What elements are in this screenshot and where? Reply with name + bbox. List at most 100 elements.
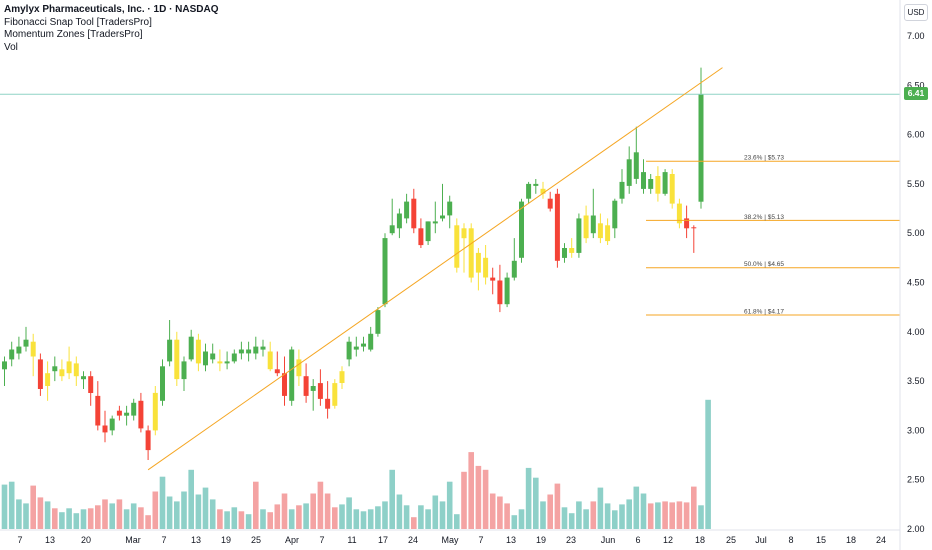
volume-bar — [454, 514, 460, 529]
x-tick-label: 13 — [45, 535, 55, 545]
candle — [181, 356, 187, 391]
candle — [109, 415, 115, 436]
candle — [203, 343, 208, 372]
volume-bar — [547, 494, 553, 529]
volume-bar — [310, 493, 316, 529]
candle — [511, 238, 517, 281]
volume-bars — [1, 399, 711, 529]
fib-level-label: 23.6% | $5.73 — [744, 155, 784, 162]
volume-bar — [145, 515, 151, 529]
fib-level-label: 61.8% | $4.17 — [744, 309, 784, 316]
volume-bar — [253, 481, 259, 529]
volume-bar — [260, 509, 266, 529]
candle — [461, 223, 467, 273]
indicator-fib-snap[interactable]: Fibonacci Snap Tool [TradersPro] — [4, 16, 152, 28]
candle — [497, 264, 503, 313]
candle — [619, 169, 625, 204]
volume-bar — [360, 511, 367, 529]
x-tick-label: 15 — [816, 535, 826, 545]
volume-bar — [633, 486, 640, 529]
candle — [260, 339, 266, 357]
candle — [562, 243, 567, 263]
x-tick-label: 25 — [726, 535, 736, 545]
trend-line[interactable] — [147, 67, 723, 471]
volume-bar — [281, 493, 288, 529]
x-tick-label: 23 — [566, 535, 576, 545]
volume-bar — [332, 507, 338, 529]
volume-bar — [576, 501, 582, 529]
volume-bar — [296, 505, 302, 529]
volume-bar — [375, 506, 381, 529]
candle — [676, 198, 682, 229]
x-tick-label: 13 — [506, 535, 516, 545]
candle — [396, 208, 402, 239]
candle — [375, 307, 381, 337]
volume-bar — [66, 508, 72, 529]
y-tick-label: 4.00 — [907, 327, 925, 337]
candle — [626, 146, 632, 194]
candle — [361, 336, 366, 352]
volume-bar — [497, 496, 503, 529]
candle — [346, 336, 352, 367]
volume-bar — [511, 515, 518, 529]
volume-bar — [432, 495, 439, 529]
candle — [691, 225, 697, 253]
candle — [66, 346, 72, 380]
candle — [526, 181, 532, 204]
volume-bar — [647, 503, 654, 529]
candle — [16, 336, 22, 360]
volume-bar — [217, 509, 223, 529]
volume-bar — [339, 504, 345, 529]
x-tick-label: 19 — [536, 535, 546, 545]
volume-bar — [353, 509, 360, 529]
candle — [303, 363, 309, 403]
candle — [382, 233, 388, 308]
candle — [353, 336, 359, 357]
volume-bar — [195, 494, 202, 529]
indicator-vol[interactable]: Vol — [4, 41, 18, 53]
x-tick-label: Jul — [755, 535, 767, 545]
volume-bar — [489, 493, 496, 529]
candle — [52, 356, 58, 382]
x-tick-label: 7 — [17, 535, 22, 545]
x-tick-label: 7 — [161, 535, 166, 545]
indicator-momentum-zones[interactable]: Momentum Zones [TradersPro] — [4, 29, 143, 40]
candle — [152, 386, 158, 436]
candle — [116, 405, 122, 421]
volume-bar — [683, 502, 690, 529]
x-tick-label: 8 — [788, 535, 793, 545]
volume-bar — [626, 499, 632, 529]
candle — [2, 356, 7, 386]
volume-bar — [87, 508, 94, 529]
volume-bar — [109, 503, 115, 529]
candlesticks — [2, 67, 704, 460]
candle — [432, 201, 438, 234]
y-tick-label: 6.00 — [907, 130, 925, 140]
volume-bar — [396, 494, 403, 529]
volume-bar — [554, 483, 561, 529]
volume-bar — [209, 499, 216, 529]
candle — [583, 205, 589, 244]
candle — [576, 213, 582, 258]
volume-bar — [346, 497, 352, 529]
candle — [23, 326, 29, 352]
volume-bar — [482, 469, 489, 529]
volume-bar — [123, 509, 130, 529]
y-tick-label: 2.00 — [907, 524, 925, 534]
volume-bar — [439, 501, 446, 529]
volume-bar — [317, 481, 324, 529]
x-tick-label: 24 — [408, 535, 418, 545]
volume-bar — [303, 503, 309, 529]
y-tick-label: 5.50 — [907, 179, 925, 189]
volume-bar — [561, 507, 568, 529]
candle — [519, 198, 524, 263]
volume-bar — [662, 501, 668, 529]
volume-bar — [698, 505, 704, 529]
currency-button[interactable]: USD — [904, 4, 928, 21]
fib-level-label: 50.0% | $4.65 — [744, 261, 784, 268]
candle — [468, 223, 474, 283]
candle — [253, 336, 259, 360]
candle — [195, 333, 201, 372]
volume-bar — [604, 503, 611, 529]
